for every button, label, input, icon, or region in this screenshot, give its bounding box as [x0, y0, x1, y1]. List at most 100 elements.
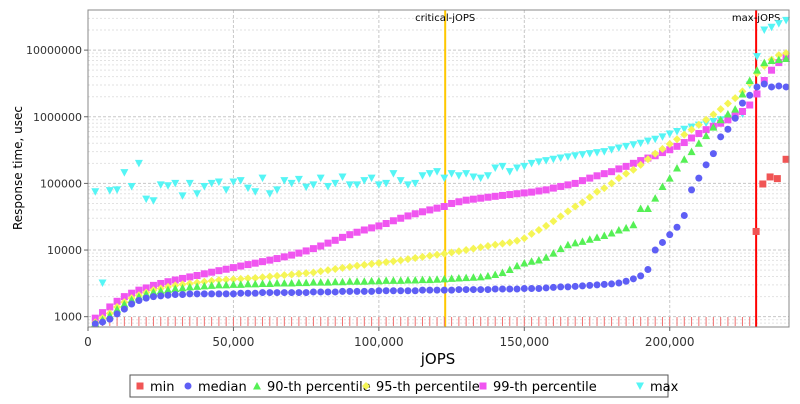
data-point [287, 179, 296, 188]
data-point [280, 289, 288, 297]
data-point [273, 255, 281, 263]
data-point [345, 181, 354, 189]
legend-swatch [253, 382, 261, 390]
data-point [411, 179, 420, 188]
data-point [353, 277, 362, 285]
data-point [673, 223, 681, 231]
data-point [288, 289, 296, 297]
data-point [339, 287, 347, 295]
data-point [237, 262, 245, 270]
data-point [244, 289, 252, 297]
data-point [673, 135, 682, 144]
data-point [542, 186, 550, 194]
data-point [527, 159, 536, 168]
data-point [266, 256, 274, 264]
data-point [360, 177, 369, 185]
data-point [113, 186, 122, 194]
data-point [593, 187, 602, 196]
data-point [774, 55, 783, 64]
y-tick-label: 10000 [47, 244, 82, 257]
data-point [98, 279, 107, 288]
data-point [658, 144, 667, 153]
data-point [513, 285, 521, 293]
data-point [469, 244, 478, 253]
data-point [259, 258, 267, 266]
data-point [484, 193, 492, 201]
data-point [229, 290, 237, 298]
data-point [178, 192, 187, 200]
data-point [505, 168, 514, 176]
data-point [208, 268, 216, 276]
data-point [469, 286, 477, 294]
data-point [120, 169, 129, 177]
data-point [447, 170, 456, 178]
data-point [556, 244, 565, 253]
data-point [709, 117, 718, 126]
data-point [571, 282, 579, 290]
data-point [680, 130, 689, 139]
data-point [477, 194, 485, 202]
data-point [317, 288, 325, 296]
data-point [586, 281, 594, 289]
data-point [164, 278, 172, 286]
data-point [411, 276, 420, 284]
data-point [99, 309, 107, 317]
data-point [665, 140, 674, 149]
data-point [651, 194, 660, 202]
data-point [528, 188, 536, 196]
data-point [462, 246, 471, 255]
data-point [149, 293, 157, 301]
data-point [491, 270, 500, 278]
data-point [447, 274, 456, 282]
data-point [782, 155, 790, 163]
data-point [186, 273, 194, 281]
data-point [506, 285, 514, 293]
legend-label: median [198, 380, 247, 395]
data-point [251, 274, 260, 283]
data-point [665, 174, 674, 182]
data-point [753, 53, 762, 61]
data-point [477, 286, 485, 294]
data-point [542, 221, 551, 230]
data-point [178, 283, 187, 292]
data-point [280, 253, 288, 261]
data-point [222, 280, 231, 289]
data-point [404, 212, 412, 220]
data-point [709, 150, 717, 158]
data-point [687, 147, 696, 156]
data-point [658, 238, 666, 246]
data-point [535, 284, 543, 292]
data-point [782, 83, 790, 91]
data-point [694, 139, 703, 147]
data-point [426, 286, 434, 294]
data-point [273, 289, 281, 297]
data-point [288, 251, 296, 259]
data-point [600, 170, 608, 178]
data-point [171, 291, 179, 299]
data-point [483, 241, 492, 250]
data-point [549, 283, 557, 291]
data-point [367, 174, 376, 183]
data-point [360, 260, 369, 269]
data-point [593, 281, 601, 289]
data-point [120, 299, 129, 308]
data-point [309, 245, 317, 253]
data-point [469, 273, 478, 281]
data-point [374, 276, 383, 285]
legend-label: 90-th percentile [267, 380, 371, 395]
data-point [302, 269, 311, 278]
data-point [637, 272, 645, 280]
data-point [723, 110, 732, 118]
y-tick-label: 100000 [40, 177, 82, 190]
series-min [752, 155, 790, 235]
data-point [294, 175, 303, 184]
data-point [186, 290, 194, 298]
data-point [433, 204, 441, 212]
data-point [766, 173, 774, 181]
data-point [324, 288, 332, 296]
data-point [251, 188, 260, 196]
data-point [688, 186, 696, 194]
data-point [229, 275, 238, 284]
x-tick-label: 150,000 [499, 335, 549, 349]
